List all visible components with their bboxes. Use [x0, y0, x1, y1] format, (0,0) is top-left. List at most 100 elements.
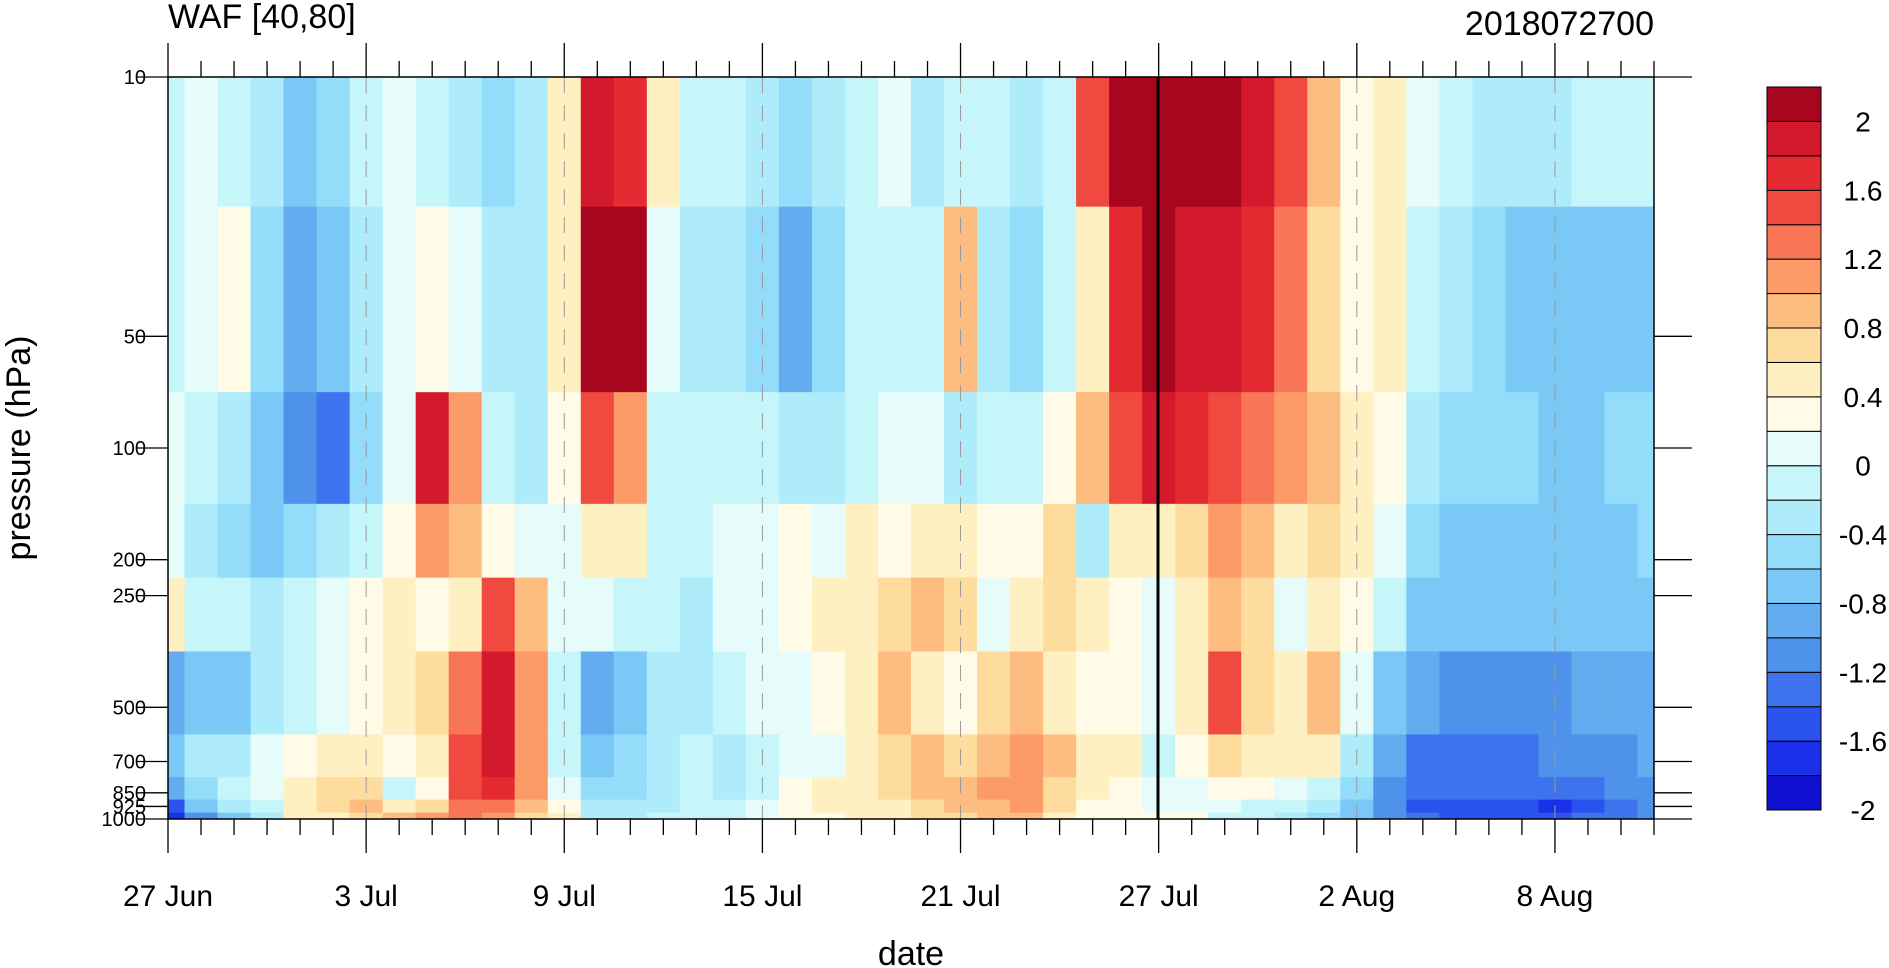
- heat-cell: [1208, 812, 1242, 819]
- y-tick-label: 100: [113, 438, 146, 460]
- heat-cell: [1175, 777, 1209, 801]
- heat-cell: [184, 503, 219, 579]
- colorbar-swatch: [1766, 155, 1822, 191]
- heat-cell: [1274, 77, 1308, 208]
- heat-cell: [1175, 734, 1209, 778]
- heat-cell: [778, 77, 813, 208]
- heat-cell: [646, 206, 681, 393]
- heat-cell: [481, 812, 516, 819]
- colorbar-swatch: [1766, 361, 1822, 398]
- heat-cell: [1307, 577, 1341, 653]
- heat-cell: [1472, 392, 1506, 505]
- heat-cell: [679, 777, 714, 801]
- heat-cell: [877, 812, 912, 819]
- heat-cell: [1076, 77, 1110, 208]
- heat-cell: [1208, 651, 1242, 736]
- heat-cell: [1076, 392, 1110, 505]
- heat-cell: [1472, 777, 1506, 801]
- y-tick-label: 1000: [102, 809, 147, 831]
- heat-cell: [1109, 77, 1143, 208]
- heat-cell: [316, 734, 351, 778]
- heat-cell: [977, 503, 1011, 579]
- heat-cell: [1439, 777, 1473, 801]
- heat-cell: [1571, 777, 1606, 801]
- heat-cell: [217, 577, 252, 653]
- heat-cell: [877, 503, 912, 579]
- heat-cell: [1439, 799, 1473, 814]
- heat-cell: [778, 734, 813, 778]
- heat-cell: [1043, 503, 1077, 579]
- heat-cell: [844, 206, 879, 393]
- heat-cell: [580, 651, 615, 736]
- heat-cell: [481, 206, 516, 393]
- heat-cell: [1274, 577, 1308, 653]
- heat-cell: [844, 777, 879, 801]
- heat-cell: [1406, 799, 1440, 814]
- heat-cell: [1571, 734, 1606, 778]
- heat-cell: [811, 651, 846, 736]
- heat-cell: [1571, 577, 1606, 653]
- colorbar-label: 0.8: [1844, 313, 1883, 344]
- x-tick-label: 21 Jul: [921, 880, 1001, 913]
- colorbar-label: 1.6: [1844, 175, 1883, 206]
- heat-cell: [1604, 799, 1639, 814]
- heat-cell: [1010, 799, 1044, 814]
- heat-cell: [1208, 77, 1242, 208]
- heat-cell: [1175, 392, 1209, 505]
- heat-cell: [1109, 812, 1143, 819]
- heat-cell: [1439, 812, 1473, 819]
- heat-cell: [977, 734, 1011, 778]
- heat-cell: [316, 77, 351, 208]
- heat-cell: [977, 777, 1011, 801]
- colorbar-swatch: [1766, 293, 1822, 329]
- y-tick-label: 925: [113, 796, 146, 818]
- heat-cell: [1307, 206, 1341, 393]
- heat-cell: [580, 206, 615, 393]
- heat-cell: [1472, 577, 1506, 653]
- heat-cell: [1175, 503, 1209, 579]
- heat-cell: [1241, 503, 1275, 579]
- heat-cell: [316, 799, 351, 814]
- heat-cell: [712, 777, 747, 801]
- heat-cell: [1043, 812, 1077, 819]
- heat-cell: [184, 577, 219, 653]
- heat-cell: [712, 206, 747, 393]
- heat-cell: [1604, 812, 1639, 819]
- heat-cell: [1043, 799, 1077, 814]
- heat-cell: [646, 503, 681, 579]
- heat-cell: [1604, 77, 1639, 208]
- heat-cell: [1472, 503, 1506, 579]
- heat-cell: [778, 503, 813, 579]
- colorbar-swatch: [1766, 396, 1822, 432]
- heat-cell: [1109, 503, 1143, 579]
- heat-cell: [250, 577, 285, 653]
- heat-cell: [283, 392, 318, 505]
- heat-cell: [646, 577, 681, 653]
- colorbar-swatch: [1766, 637, 1822, 673]
- heat-cell: [514, 577, 549, 653]
- heat-cell: [184, 77, 219, 208]
- heat-cell: [1043, 577, 1077, 653]
- heat-cell: [712, 799, 747, 814]
- heat-cell: [679, 734, 714, 778]
- heat-cell: [1505, 577, 1540, 653]
- colorbar-swatch: [1766, 465, 1822, 501]
- heat-cell: [217, 777, 252, 801]
- heat-cell: [613, 799, 648, 814]
- heat-cell: [580, 577, 615, 653]
- heat-cell: [1439, 206, 1473, 393]
- x-tick-label: 27 Jun: [123, 880, 213, 913]
- heat-cell: [217, 812, 252, 819]
- heat-cell: [1571, 77, 1606, 208]
- heat-cell: [1373, 77, 1407, 208]
- heat-cell: [1241, 734, 1275, 778]
- heat-cell: [1043, 734, 1077, 778]
- heat-cell: [1274, 206, 1308, 393]
- heat-cell: [844, 734, 879, 778]
- heat-cell: [1274, 392, 1308, 505]
- heat-cell: [778, 206, 813, 393]
- x-tick-label: 8 Aug: [1517, 880, 1594, 913]
- heat-cell: [977, 77, 1011, 208]
- heat-cell: [1406, 392, 1440, 505]
